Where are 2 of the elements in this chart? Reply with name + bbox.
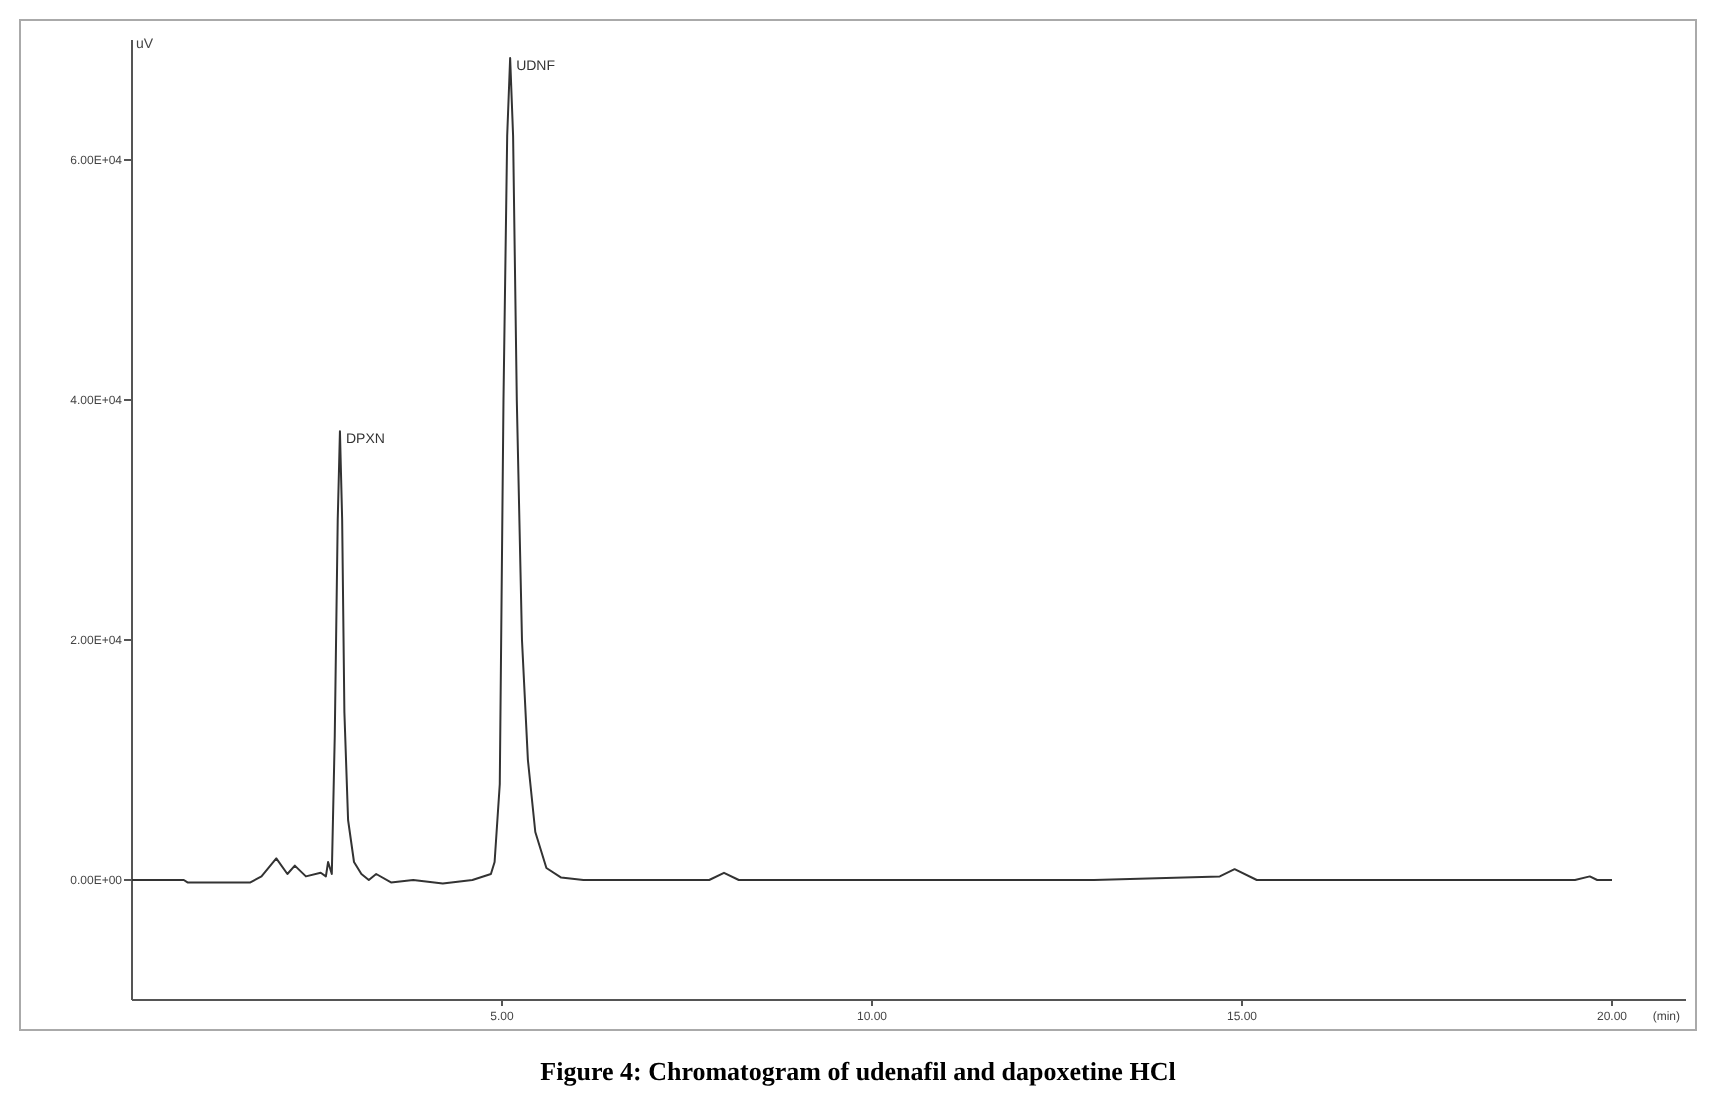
text: Figure 4: Chromatogram of udenafil and dapoxetine HCl	[540, 1056, 1177, 1086]
line-series	[131, 57, 1613, 885]
